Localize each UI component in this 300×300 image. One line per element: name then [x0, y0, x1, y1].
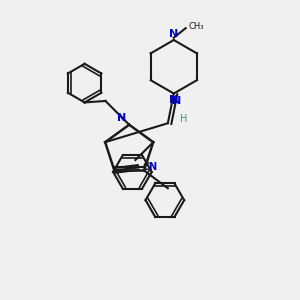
Text: C: C	[142, 163, 150, 172]
Text: H: H	[180, 114, 187, 124]
Text: N: N	[172, 96, 182, 106]
Text: N: N	[169, 95, 178, 105]
Text: N: N	[148, 163, 157, 172]
Text: N: N	[117, 113, 126, 123]
Text: CH₃: CH₃	[189, 22, 204, 31]
Text: N: N	[169, 28, 178, 38]
